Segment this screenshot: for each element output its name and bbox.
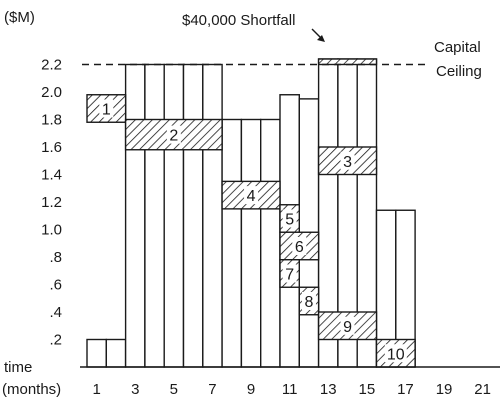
y-tick-label: 1.0 <box>41 222 62 239</box>
bar-month-5 <box>163 63 185 368</box>
x-tick-label: 7 <box>208 381 216 398</box>
y-unit-label: ($M) <box>4 9 35 26</box>
shortfall-arrowhead <box>317 35 325 42</box>
task-label-3: 3 <box>343 154 352 171</box>
task-7: 7 <box>279 259 300 288</box>
x-axis-label-months: (months) <box>2 381 61 398</box>
y-tick-label: .4 <box>49 304 62 321</box>
task-label-9: 9 <box>343 319 352 336</box>
task-5: 5 <box>279 204 300 233</box>
y-tick-label: .6 <box>49 277 62 294</box>
x-tick-label: 11 <box>282 381 298 398</box>
bar-month-1 <box>86 338 107 368</box>
x-tick-label: 5 <box>170 381 178 398</box>
task-label-bg-5 <box>282 209 297 228</box>
bar-month-9 <box>240 118 262 368</box>
y-tick-label: 2.0 <box>41 84 62 101</box>
task-label-2: 2 <box>169 128 178 145</box>
task-label-bg-6 <box>292 237 307 255</box>
task-label-8: 8 <box>304 294 313 311</box>
task-label-bg-4 <box>244 186 259 205</box>
task-label-10: 10 <box>387 346 405 363</box>
task-label-bg-7 <box>282 264 297 283</box>
y-tick-label: 1.6 <box>41 139 62 156</box>
task-label-6: 6 <box>295 239 304 256</box>
task-10: 10 <box>375 338 416 368</box>
task-label-5: 5 <box>285 212 294 229</box>
x-tick-label: 17 <box>397 381 414 398</box>
y-tick-label: 2.2 <box>41 57 62 74</box>
x-tick-labels: 1 3 5 7 9 11 13 15 17 19 21 <box>92 381 491 398</box>
bar-month-7 <box>202 63 223 368</box>
x-axis-label-time: time <box>4 359 32 376</box>
shortfall-strip <box>317 58 378 66</box>
task-label-bg-3 <box>340 151 355 170</box>
y-tick-labels: 2.2 2.0 1.8 1.6 1.4 1.2 1.0 .8 .6 .4 .2 <box>41 57 62 349</box>
x-tick-label: 9 <box>247 381 255 398</box>
task-label-1: 1 <box>102 102 111 119</box>
bar-month-10 <box>260 118 281 368</box>
bar-month-2 <box>105 338 127 368</box>
y-tick-label: 1.2 <box>41 194 62 211</box>
x-tick-label: 1 <box>92 381 100 398</box>
task-label-bg-10 <box>384 344 407 363</box>
task-1: 1 <box>86 94 127 123</box>
bar-month-6 <box>182 63 204 368</box>
task-label-7: 7 <box>285 267 294 284</box>
ceiling-label-ceiling: Ceiling <box>436 63 482 80</box>
ceiling-label-capital: Capital <box>434 39 481 56</box>
y-tick-label: .8 <box>49 249 62 266</box>
task-6: 6 <box>279 231 320 261</box>
task-label-4: 4 <box>247 188 256 205</box>
task-4: 4 <box>221 180 281 210</box>
x-tick-label: 3 <box>131 381 139 398</box>
y-tick-label: .2 <box>49 332 62 349</box>
task-label-bg-9 <box>340 316 355 335</box>
bar-month-3 <box>124 63 146 368</box>
task-label-bg-8 <box>301 292 316 310</box>
task-9: 9 <box>317 311 378 341</box>
task-3: 3 <box>317 146 378 176</box>
y-tick-label: 1.4 <box>41 167 62 184</box>
task-label-bg-1 <box>99 99 114 118</box>
task-2: 2 <box>124 118 223 151</box>
x-tick-label: 19 <box>436 381 453 398</box>
x-tick-label: 13 <box>320 381 337 398</box>
bar-month-4 <box>144 63 165 368</box>
task-8: 8 <box>298 286 320 316</box>
shortfall-annotation: $40,000 Shortfall <box>182 12 295 29</box>
y-tick-label: 1.8 <box>41 112 62 129</box>
x-tick-label: 21 <box>474 381 491 398</box>
task-label-bg-2 <box>166 125 181 144</box>
x-tick-label: 15 <box>359 381 376 398</box>
bar-month-8 <box>221 118 243 368</box>
